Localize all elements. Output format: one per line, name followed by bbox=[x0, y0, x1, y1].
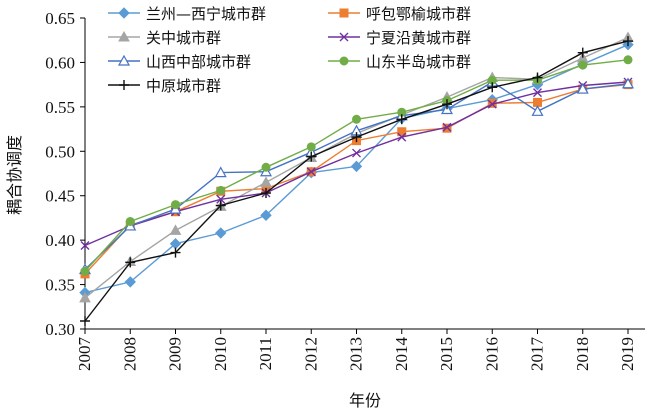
data-point bbox=[260, 176, 272, 187]
x-tick-label: 2010 bbox=[211, 337, 230, 371]
y-axis-ticks: 0.30 0.35 0.40 0.45 0.50 0.55 0.60 0.65 bbox=[45, 9, 85, 339]
data-point bbox=[531, 105, 544, 116]
data-point bbox=[578, 60, 588, 70]
series-7 bbox=[80, 36, 633, 327]
data-point bbox=[397, 132, 407, 142]
data-point bbox=[397, 127, 407, 137]
data-point bbox=[487, 99, 497, 109]
data-point bbox=[124, 276, 136, 288]
legend-label: 中原城市群 bbox=[146, 77, 221, 95]
data-point bbox=[261, 162, 271, 172]
data-point bbox=[352, 148, 361, 158]
legend-item: 宁夏沿黄城市群 bbox=[328, 29, 471, 47]
data-point bbox=[442, 122, 452, 132]
x-tick-label: 2012 bbox=[301, 337, 320, 371]
legend-item: 兰州—西宁城市群 bbox=[108, 5, 266, 23]
data-point bbox=[215, 227, 227, 239]
y-tick-label: 0.30 bbox=[45, 320, 75, 339]
data-point bbox=[532, 72, 543, 83]
legend-item: 山东半岛城市群 bbox=[328, 53, 471, 71]
legend-swatch-marker bbox=[118, 7, 130, 19]
legend-item: 山西中部城市群 bbox=[108, 53, 251, 71]
data-point bbox=[306, 167, 316, 177]
data-point bbox=[306, 142, 316, 152]
x-tick-label: 2014 bbox=[392, 337, 411, 372]
data-point bbox=[170, 247, 181, 258]
data-point bbox=[351, 132, 362, 143]
legend-swatch-marker bbox=[339, 32, 349, 42]
x-tick-label: 2015 bbox=[437, 337, 456, 371]
legend-label: 宁夏沿黄城市群 bbox=[366, 29, 471, 47]
legend-label: 关中城市群 bbox=[146, 29, 221, 47]
y-tick-label: 0.65 bbox=[45, 9, 75, 28]
data-point bbox=[576, 82, 589, 94]
x-axis-ticks: 2007 2008 2009 2010 2011 2012 2013 2014 2015 2016… bbox=[75, 329, 637, 371]
legend-swatch-marker bbox=[339, 8, 349, 18]
data-point bbox=[125, 216, 135, 226]
series-2 bbox=[80, 80, 633, 279]
data-point bbox=[350, 160, 363, 173]
x-axis-title: 年份 bbox=[349, 391, 381, 410]
x-tick-label: 2018 bbox=[573, 337, 592, 371]
series-5 bbox=[78, 75, 635, 275]
legend-label: 兰州—西宁城市群 bbox=[146, 5, 266, 23]
data-point bbox=[215, 200, 226, 211]
data-point bbox=[577, 47, 588, 58]
legend-swatch-marker bbox=[117, 54, 131, 66]
data-point bbox=[216, 194, 226, 204]
data-point bbox=[352, 114, 361, 124]
series-line bbox=[84, 81, 629, 271]
legend-swatch-marker bbox=[118, 30, 130, 42]
legend-label: 山西中部城市群 bbox=[146, 53, 251, 71]
y-tick-label: 0.45 bbox=[45, 187, 75, 206]
series-line bbox=[84, 83, 629, 275]
data-point bbox=[396, 114, 407, 125]
x-tick-label: 2007 bbox=[75, 337, 94, 372]
x-tick-label: 2009 bbox=[166, 337, 185, 371]
y-tick-label: 0.40 bbox=[45, 231, 75, 250]
data-point bbox=[80, 240, 90, 250]
y-tick-label: 0.55 bbox=[45, 98, 75, 117]
data-point bbox=[171, 200, 180, 210]
data-point bbox=[487, 82, 498, 93]
legend-swatch-marker bbox=[339, 56, 349, 66]
data-point bbox=[306, 151, 317, 162]
x-tick-label: 2011 bbox=[256, 337, 275, 370]
data-point bbox=[80, 316, 90, 327]
y-axis-title: 耦合协调度 bbox=[5, 135, 24, 215]
data-point bbox=[442, 99, 452, 110]
x-tick-label: 2013 bbox=[347, 337, 366, 371]
legend-label: 山东半岛城市群 bbox=[366, 53, 471, 71]
legend-item: 呼包鄂榆城市群 bbox=[328, 5, 471, 23]
data-point bbox=[261, 188, 271, 199]
data-point bbox=[214, 166, 227, 178]
data-point bbox=[125, 257, 136, 268]
data-point bbox=[169, 224, 182, 235]
data-point bbox=[260, 209, 272, 221]
legend-swatch-marker bbox=[119, 80, 129, 90]
x-tick-label: 2008 bbox=[120, 337, 139, 371]
x-tick-label: 2017 bbox=[528, 337, 547, 372]
x-tick-label: 2019 bbox=[618, 337, 637, 371]
data-point bbox=[623, 55, 633, 65]
y-tick-label: 0.50 bbox=[45, 142, 75, 161]
data-point bbox=[216, 185, 226, 195]
data-point bbox=[623, 36, 633, 47]
legend-label: 呼包鄂榆城市群 bbox=[366, 5, 471, 23]
data-point bbox=[80, 266, 90, 276]
legend-item: 中原城市群 bbox=[108, 77, 221, 95]
legend-item: 关中城市群 bbox=[108, 29, 221, 47]
y-tick-label: 0.60 bbox=[45, 53, 75, 72]
data-point bbox=[621, 77, 635, 89]
x-tick-label: 2016 bbox=[482, 337, 501, 371]
y-tick-label: 0.35 bbox=[45, 276, 75, 295]
data-point bbox=[79, 291, 91, 303]
series-layer bbox=[78, 31, 635, 327]
data-point bbox=[533, 88, 542, 98]
